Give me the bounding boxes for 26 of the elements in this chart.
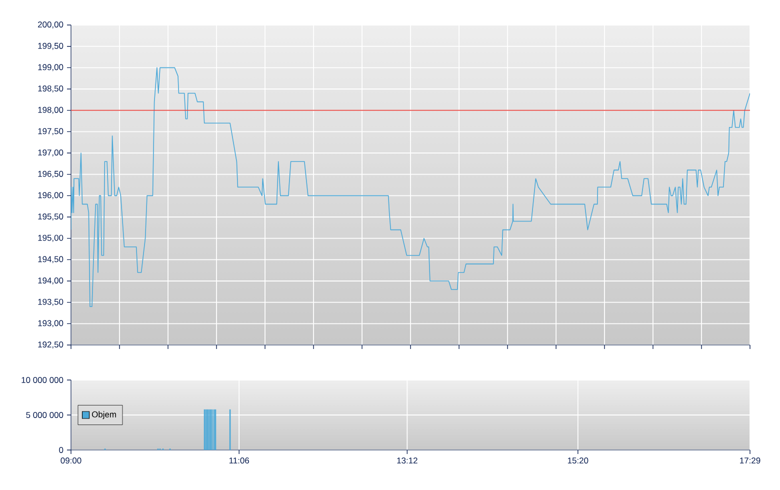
y-tick-label: 196,00 — [38, 192, 64, 200]
y-tick-label: 195,00 — [38, 234, 64, 242]
y-tick-label: 197,50 — [38, 128, 64, 136]
x-tick-label: 11:06 — [229, 458, 250, 464]
y-tick-label: 0 — [59, 447, 64, 453]
line-series — [71, 67, 750, 307]
y-tick-label: 196,50 — [38, 170, 64, 178]
y-tick-label: 193,50 — [38, 298, 64, 306]
y-tick-label: 197,00 — [38, 150, 64, 156]
y-tick-label: 194,50 — [38, 256, 64, 264]
legend-label: Objem — [92, 411, 116, 420]
x-tick-label: 15:20 — [568, 458, 588, 464]
y-tick-label: 5 000 000 — [26, 412, 64, 418]
y-tick-label: 198,50 — [38, 86, 64, 92]
x-tick-label: 17:29 — [740, 458, 760, 464]
y-tick-label: 198,00 — [38, 106, 64, 114]
y-tick-label: 192,50 — [38, 342, 64, 348]
y-tick-label: 193,00 — [38, 320, 64, 328]
x-tick-label: 09:00 — [60, 458, 82, 464]
x-tick-label: 13:12 — [397, 458, 418, 464]
y-tick-label: 199,00 — [38, 64, 64, 72]
y-tick-label: 195,50 — [38, 214, 64, 220]
y-tick-label: 199,50 — [38, 42, 64, 50]
y-tick-label: 10 000 000 — [22, 377, 64, 383]
y-tick-label: 194,00 — [38, 278, 64, 284]
y-tick-label: 200,00 — [38, 22, 64, 28]
